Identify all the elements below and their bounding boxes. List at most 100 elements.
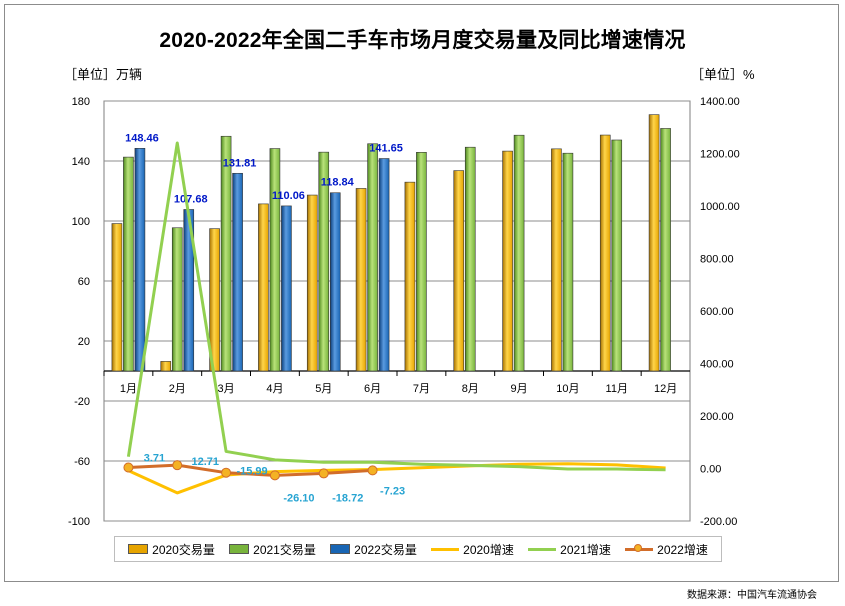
legend-item-2020-volume: 2020交易量 [128,541,215,558]
bar-2020-4 [258,203,269,372]
category-label-11: 12月 [654,383,677,395]
category-label-5: 6月 [364,383,381,395]
legend-line-2021-growth [528,547,557,551]
right-tick-label-8: -200.00 [700,516,737,528]
category-label-1: 2月 [169,383,186,395]
bar-2020-5 [306,194,318,372]
bar-2020-8 [453,170,465,372]
right-tick-label-1: 1200.00 [700,149,740,161]
marker-2022-growth-5 [318,468,329,479]
marker-2022-growth-2 [172,460,183,471]
legend-swatch-2022-volume [330,544,351,554]
legend-label-2020-growth: 2020增速 [463,542,514,557]
right-tick-label-7: 0.00 [700,464,721,476]
bar-2021-12 [660,128,671,372]
marker-2022-growth-1 [123,462,134,473]
bar-2022-5 [329,192,341,372]
bar-2022-label-4: 110.06 [272,190,305,202]
bar-2021-8 [464,146,476,372]
category-label-0: 1月 [120,383,137,395]
line-2022-growth [128,463,373,477]
legend-label-2021-volume: 2021交易量 [253,542,316,557]
bar-2022-label-5: 118.84 [321,177,355,189]
bar-2022-label-3: 131.81 [223,157,257,169]
line-2022-label-1: 3.71 [144,453,165,465]
bar-2021-11 [611,139,623,372]
line-2021-growth [126,141,666,472]
bar-2020-12 [648,114,660,372]
left-axis-unit: ［单位］万辆 [64,67,143,82]
bar-2020-7 [404,181,416,372]
left-tick-label-1: 140 [72,156,90,168]
bar-2021-3 [220,135,232,372]
right-tick-label-3: 800.00 [700,254,734,266]
right-tick-label-6: 200.00 [700,411,734,423]
line-2022-label-2: 12.71 [191,456,219,468]
left-tick-label-2: 100 [72,216,90,228]
bar-2021-4 [269,148,281,372]
right-tick-label-2: 1000.00 [700,201,740,213]
bar-2021-7 [416,152,427,372]
legend-line-2020-growth [431,547,460,551]
bar-2020-9 [502,150,513,372]
category-label-8: 9月 [511,383,528,395]
left-tick-label-6: -60 [74,456,90,468]
category-label-3: 4月 [266,383,283,395]
bar-2021-10 [562,152,574,372]
legend-label-2022-volume: 2022交易量 [354,542,417,557]
legend-marker-2022-growth [634,543,643,552]
category-label-9: 10月 [556,383,579,395]
bar-2022-4 [281,205,292,372]
legend-item-2022-growth: 2022增速 [625,541,708,558]
legend-label-2020-volume: 2020交易量 [152,542,215,557]
marker-2022-growth-6 [367,465,378,476]
bar-2021-2 [171,227,183,372]
category-label-4: 5月 [315,383,332,395]
chart-legend: 2020交易量 2021交易量 2022交易量 2020增速 2021增速 20… [114,536,722,562]
category-label-7: 8月 [462,383,479,395]
bar-2021-9 [513,134,525,372]
legend-label-2022-growth: 2022增速 [657,542,708,557]
bar-2022-label-2: 107.68 [174,193,208,205]
legend-swatch-2020-volume [128,544,149,554]
legend-swatch-2021-volume [229,544,250,554]
legend-line-2022-growth [625,543,654,552]
right-tick-label-4: 600.00 [700,306,734,318]
right-axis-unit: ［单位］% [691,67,755,82]
bar-2020-6 [355,188,367,372]
bar-2022-label-6: 141.65 [369,143,403,155]
legend-item-2021-volume: 2021交易量 [229,541,316,558]
bar-2021-5 [318,151,330,372]
line-2022-label-5: -18.72 [332,492,363,504]
bar-2020-2 [160,361,172,372]
left-tick-label-7: -100 [68,516,90,528]
left-tick-label-0: 180 [72,96,90,108]
right-tick-label-0: 1400.00 [700,96,740,108]
marker-2022-growth-4 [269,470,280,481]
left-tick-label-3: 60 [78,276,90,288]
bar-2021-1 [123,156,134,372]
legend-item-2022-volume: 2022交易量 [330,541,417,558]
right-tick-label-5: 400.00 [700,359,734,371]
left-tick-label-5: -20 [74,396,90,408]
bar-2020-1 [111,223,123,372]
bar-2020-10 [551,148,562,372]
bar-2022-6 [378,158,390,372]
line-2022-label-6: -7.23 [380,485,405,497]
bar-2020-11 [599,134,611,372]
category-label-2: 3月 [218,383,235,395]
left-tick-label-4: 20 [78,336,90,348]
bar-2022-1 [134,148,146,372]
category-label-6: 7月 [413,383,430,395]
bar-2022-label-1: 148.46 [125,132,159,144]
legend-item-2021-growth: 2021增速 [528,541,611,558]
line-2020-growth [127,462,666,495]
category-label-10: 11月 [606,383,628,395]
data-source: 数据来源：中国汽车流通协会 [687,590,817,601]
bar-2021-6 [367,143,378,372]
bar-2022-3 [232,172,243,372]
marker-2022-growth-3 [221,467,232,478]
line-2022-label-4: -26.10 [283,492,314,504]
chart-title: 2020-2022年全国二手车市场月度交易量及同比增速情况 [159,29,686,52]
